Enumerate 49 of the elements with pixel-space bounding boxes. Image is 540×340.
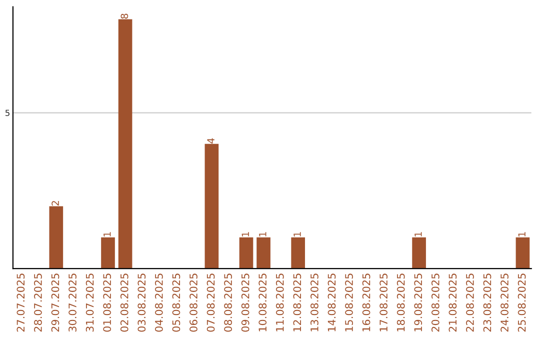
x-tick-label: 09.08.2025 [241,274,250,332]
x-tick-label: 25.08.2025 [518,274,526,332]
x-tick-label: 06.08.2025 [190,274,198,332]
x-tick-label: 22.08.2025 [466,274,474,332]
x-tick-label: 14.08.2025 [328,274,336,332]
x-tick-label: 08.08.2025 [224,274,232,332]
x-tick-label: 17.08.2025 [380,274,388,332]
x-tick-label: 29.07.2025 [51,274,60,332]
data-label: 1 [414,232,422,236]
x-tick-label: 16.08.2025 [362,274,370,332]
bar [412,237,426,269]
x-tick-label: 13.08.2025 [310,274,318,332]
x-tick-label: 20.08.2025 [431,274,440,332]
x-tick-label: 04.08.2025 [154,274,163,332]
bar [516,237,530,269]
x-tick-label: 10.08.2025 [258,274,267,332]
x-tick-label: 27.07.2025 [16,274,25,332]
data-label: 2 [52,201,59,206]
x-tick-label: 30.07.2025 [68,274,76,332]
x-tick-label: 15.08.2025 [345,274,353,332]
x-tick-label: 07.08.2025 [206,274,215,332]
x-tick-label: 05.08.2025 [172,274,180,332]
x-tick-label: 19.08.2025 [414,274,422,332]
x-tick-label: 11.08.2025 [276,274,284,332]
x-tick-label: 24.08.2025 [500,274,508,332]
bar [118,19,132,269]
x-tick-label: 31.07.2025 [86,274,94,332]
data-label: 4 [207,138,214,144]
data-label: 1 [259,232,266,236]
data-label: 1 [294,232,301,236]
data-label: 1 [242,232,249,236]
data-label: 1 [518,232,526,236]
x-tick-label: 03.08.2025 [138,274,146,332]
data-label: 1 [104,232,111,236]
bar [291,237,305,269]
x-tick-label: 23.08.2025 [483,274,492,332]
x-tick-label: 28.07.2025 [34,274,42,332]
bar [204,144,219,269]
x-tick-label: 02.08.2025 [120,274,128,332]
bar [239,237,254,269]
data-label: 8 [120,14,128,19]
x-tick-label: 21.08.2025 [448,274,457,332]
bar [101,237,115,269]
bar [256,237,270,269]
x-tick-label: 01.08.2025 [103,274,112,332]
y-tick-label: 5 [6,110,10,116]
bar [49,206,64,269]
x-tick-label: 18.08.2025 [396,274,405,332]
x-tick-label: 12.08.2025 [293,274,302,332]
